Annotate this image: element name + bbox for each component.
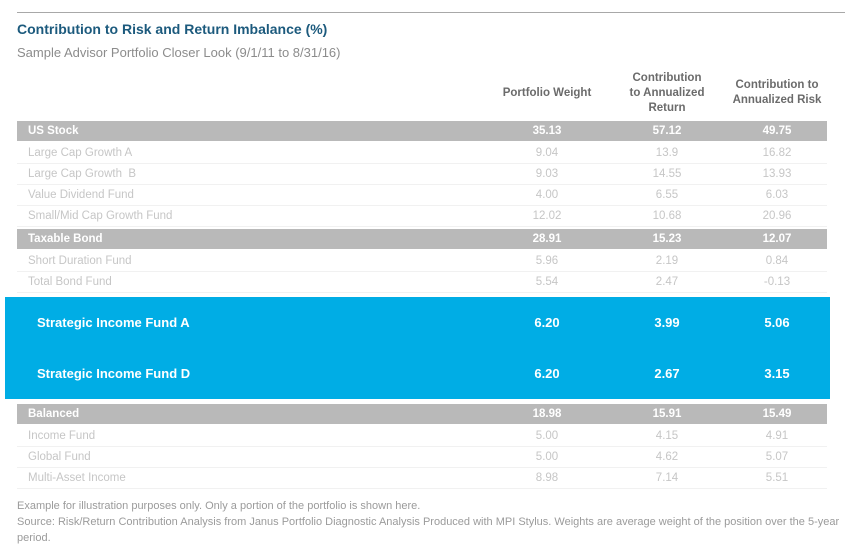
row-label: Balanced	[28, 408, 80, 420]
contribution-return-value: 6.55	[655, 189, 679, 201]
contribution-risk-value: 20.96	[762, 210, 792, 222]
row-label: Taxable Bond	[28, 233, 103, 245]
contribution-risk-value: 5.51	[765, 472, 789, 484]
contribution-return-value: 14.55	[652, 168, 682, 180]
row-label: Income Fund	[28, 430, 96, 442]
portfolio-weight-value: 18.98	[532, 408, 562, 420]
highlighted-row: Strategic Income Fund A 6.20 3.99 5.06	[17, 297, 827, 348]
top-divider	[17, 12, 845, 13]
table-row: Short Duration Fund 5.96 2.19 0.84	[17, 251, 827, 272]
highlighted-row: Strategic Income Fund D 6.20 2.67 3.15	[17, 348, 827, 399]
contribution-return-value: 10.68	[652, 210, 682, 222]
footnote-source: Source: Risk/Return Contribution Analysi…	[17, 516, 840, 544]
contribution-return-value: 7.14	[655, 472, 679, 484]
contribution-risk-value: 4.91	[765, 430, 789, 442]
highlight-band: Strategic Income Fund A 6.20 3.99 5.06 Strat…	[5, 297, 830, 399]
column-header-contribution-risk: Contribution to Annualized Risk	[732, 79, 822, 106]
contribution-return-value: 2.47	[655, 276, 679, 288]
table-row: Large Cap Growth A 9.04 13.9 16.82	[17, 143, 827, 164]
portfolio-weight-value: 6.20	[534, 315, 560, 330]
contribution-return-value: 15.91	[652, 408, 682, 420]
contribution-risk-value: 12.07	[762, 233, 792, 245]
row-label: Multi-Asset Income	[28, 472, 126, 484]
contribution-risk-value: 13.93	[762, 168, 792, 180]
portfolio-weight-value: 6.20	[534, 366, 560, 381]
row-label: Large Cap Growth A	[28, 147, 133, 159]
row-label: Total Bond Fund	[28, 276, 112, 288]
contribution-return-value: 2.67	[654, 366, 680, 381]
section-row: Balanced 18.98 15.91 15.49	[17, 404, 827, 424]
contribution-risk-value: 6.03	[765, 189, 789, 201]
contribution-risk-value: 49.75	[762, 125, 792, 137]
portfolio-weight-value: 5.00	[535, 451, 559, 463]
column-header-portfolio-weight: Portfolio Weight	[502, 86, 592, 99]
page-subtitle: Sample Advisor Portfolio Closer Look (9/…	[17, 45, 341, 60]
table-row: Multi-Asset Income 8.98 7.14 5.51	[17, 468, 827, 489]
contribution-risk-value: 5.06	[764, 315, 790, 330]
row-label: Small/Mid Cap Growth Fund	[28, 210, 173, 222]
table-row: Income Fund 5.00 4.15 4.91	[17, 426, 827, 447]
row-label: Strategic Income Fund D	[37, 366, 191, 381]
table-row: Global Fund 5.00 4.62 5.07	[17, 447, 827, 468]
contribution-risk-value: 15.49	[762, 408, 792, 420]
contribution-risk-value: -0.13	[763, 276, 791, 288]
footnotes: Example for illustration purposes only. …	[17, 498, 845, 546]
contribution-return-value: 4.15	[655, 430, 679, 442]
portfolio-weight-value: 8.98	[535, 472, 559, 484]
risk-return-table: Portfolio Weight Contribution to Annuali…	[5, 67, 830, 489]
portfolio-weight-value: 5.54	[535, 276, 559, 288]
row-label: Strategic Income Fund A	[37, 315, 190, 330]
portfolio-weight-value: 12.02	[532, 210, 562, 222]
portfolio-weight-value: 4.00	[535, 189, 559, 201]
contribution-return-value: 15.23	[652, 233, 682, 245]
portfolio-weight-value: 35.13	[532, 125, 562, 137]
contribution-return-value: 2.19	[655, 255, 679, 267]
row-label: Short Duration Fund	[28, 255, 132, 267]
contribution-risk-value: 5.07	[765, 451, 789, 463]
table-body: US Stock 35.13 57.12 49.75 Large Cap Growth …	[5, 121, 830, 489]
table-header-row: Portfolio Weight Contribution to Annuali…	[17, 67, 827, 119]
contribution-risk-value: 16.82	[762, 147, 792, 159]
table-row: Large Cap Growth B 9.03 14.55 13.93	[17, 164, 827, 185]
portfolio-weight-value: 9.04	[535, 147, 559, 159]
contribution-return-value: 13.9	[655, 147, 679, 159]
section-row: Taxable Bond 28.91 15.23 12.07	[17, 229, 827, 249]
footnote-example: Example for illustration purposes only. …	[17, 500, 421, 512]
table-row: Small/Mid Cap Growth Fund 12.02 10.68 20.96	[17, 206, 827, 227]
portfolio-weight-value: 5.96	[535, 255, 559, 267]
column-header-contribution-return: Contribution to Annualized Return	[629, 71, 705, 114]
portfolio-weight-value: 28.91	[532, 233, 562, 245]
section-row: US Stock 35.13 57.12 49.75	[17, 121, 827, 141]
contribution-return-value: 4.62	[655, 451, 679, 463]
portfolio-weight-value: 9.03	[535, 168, 559, 180]
contribution-risk-value: 3.15	[764, 366, 790, 381]
table-row: Total Bond Fund 5.54 2.47 -0.13	[17, 272, 827, 293]
contribution-return-value: 3.99	[654, 315, 680, 330]
portfolio-weight-value: 5.00	[535, 430, 559, 442]
page-title: Contribution to Risk and Return Imbalanc…	[17, 21, 328, 37]
row-label: Value Dividend Fund	[28, 189, 134, 201]
table-row: Value Dividend Fund 4.00 6.55 6.03	[17, 185, 827, 206]
contribution-risk-value: 0.84	[765, 255, 789, 267]
row-label: Large Cap Growth B	[28, 168, 137, 180]
row-label: US Stock	[28, 125, 79, 137]
row-label: Global Fund	[28, 451, 91, 463]
contribution-return-value: 57.12	[652, 125, 682, 137]
